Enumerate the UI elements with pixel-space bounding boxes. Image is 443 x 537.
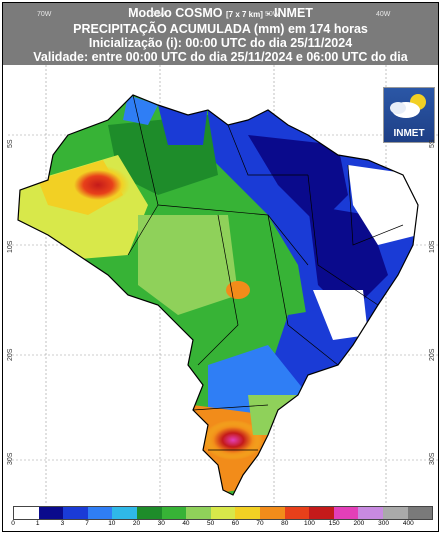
colorbar-cell	[210, 507, 236, 519]
colorbar-label: 70	[256, 520, 264, 527]
colorbar-label: 150	[328, 520, 340, 527]
colorbar-label: 0	[11, 520, 15, 527]
colorbar-label: 400	[402, 520, 414, 527]
model-resolution: [7 x 7 km]	[226, 10, 263, 19]
state-boundaries	[127, 94, 404, 451]
title-line-4: Validade: entre 00:00 UTC do dia 25/11/2…	[33, 50, 408, 78]
colorbar-cell	[87, 507, 113, 519]
colorbar-cell	[112, 507, 137, 519]
map-header: Modelo COSMO [7 x 7 km] - INMET PRECIPIT…	[3, 3, 438, 78]
title-line-1: Modelo COSMO [7 x 7 km] - INMET	[3, 6, 438, 22]
colorbar-label: 100	[304, 520, 315, 527]
model-name: Modelo COSMO	[128, 6, 223, 20]
colorbar-cell	[38, 507, 64, 519]
lon-label-70w: 70W	[37, 11, 52, 18]
colorbar-label: 7	[85, 520, 89, 527]
colorbar-cell	[63, 507, 88, 519]
colorbar-cell	[235, 507, 260, 519]
precipitation-map	[8, 65, 438, 505]
model-agency: - INMET	[266, 6, 313, 20]
title-line-3: Inicialização (i): 00:00 UTC do dia 25/1…	[88, 36, 353, 50]
lat-label-5s-right: 5S	[429, 139, 436, 148]
precipitation-map-svg	[8, 65, 438, 505]
lat-label-5s: 5S	[7, 139, 14, 148]
logo-text: INMET	[393, 128, 425, 139]
precipitation-field	[18, 95, 418, 495]
colorbar-label: 60	[231, 520, 239, 527]
lat-label-20s: 20S	[7, 348, 14, 361]
lon-label-50w: 50W	[265, 11, 280, 18]
weather-cloud-sun-icon	[390, 94, 426, 118]
lon-label-40w: 40W	[376, 11, 391, 18]
colorbar-label: 30	[157, 520, 165, 527]
colorbar-label: 300	[378, 520, 390, 527]
colorbar-label: 3	[60, 520, 65, 527]
colorbar-cell	[259, 507, 285, 519]
lat-label-10s: 10S	[7, 240, 14, 253]
colorbar-cell	[161, 507, 187, 519]
title-line-2: PRECIPITAÇÃO ACUMULADA (mm) em 174 horas	[73, 22, 368, 36]
colorbar-cell	[382, 507, 408, 519]
lon-label-60w: 60W	[151, 11, 166, 18]
lat-label-30s-right: 30S	[429, 452, 436, 465]
map-frame: Modelo COSMO [7 x 7 km] - INMET PRECIPIT…	[2, 2, 439, 532]
colorbar-cell	[358, 507, 383, 519]
colorbar-label: 1	[35, 520, 40, 527]
colorbar-label: 40	[182, 520, 190, 527]
colorbar-label: 10	[108, 520, 116, 527]
colorbar-labels: 0 1 3 7 10 20 30 40 50 60 70 80 100 150 200 300 400	[3, 520, 443, 532]
colorbar-cell	[14, 507, 39, 519]
colorbar-cell	[407, 507, 433, 519]
colorbar-cell	[284, 507, 310, 519]
lat-label-20s-right: 20S	[429, 348, 436, 361]
brazil-outline	[17, 94, 419, 496]
colorbar-label: 50	[207, 520, 215, 527]
colorbar-label: 200	[353, 520, 365, 527]
precipitation-colorbar	[13, 506, 433, 520]
colorbar-label: 20	[132, 520, 141, 527]
colorbar-cell	[309, 507, 334, 519]
colorbar-cell	[333, 507, 359, 519]
colorbar-cell	[136, 507, 162, 519]
inmet-logo: INMET	[383, 87, 435, 143]
colorbar-cell	[186, 507, 211, 519]
colorbar-label: 80	[281, 520, 289, 527]
lat-label-30s: 30S	[7, 452, 14, 465]
lat-label-10s-right: 10S	[429, 240, 436, 253]
